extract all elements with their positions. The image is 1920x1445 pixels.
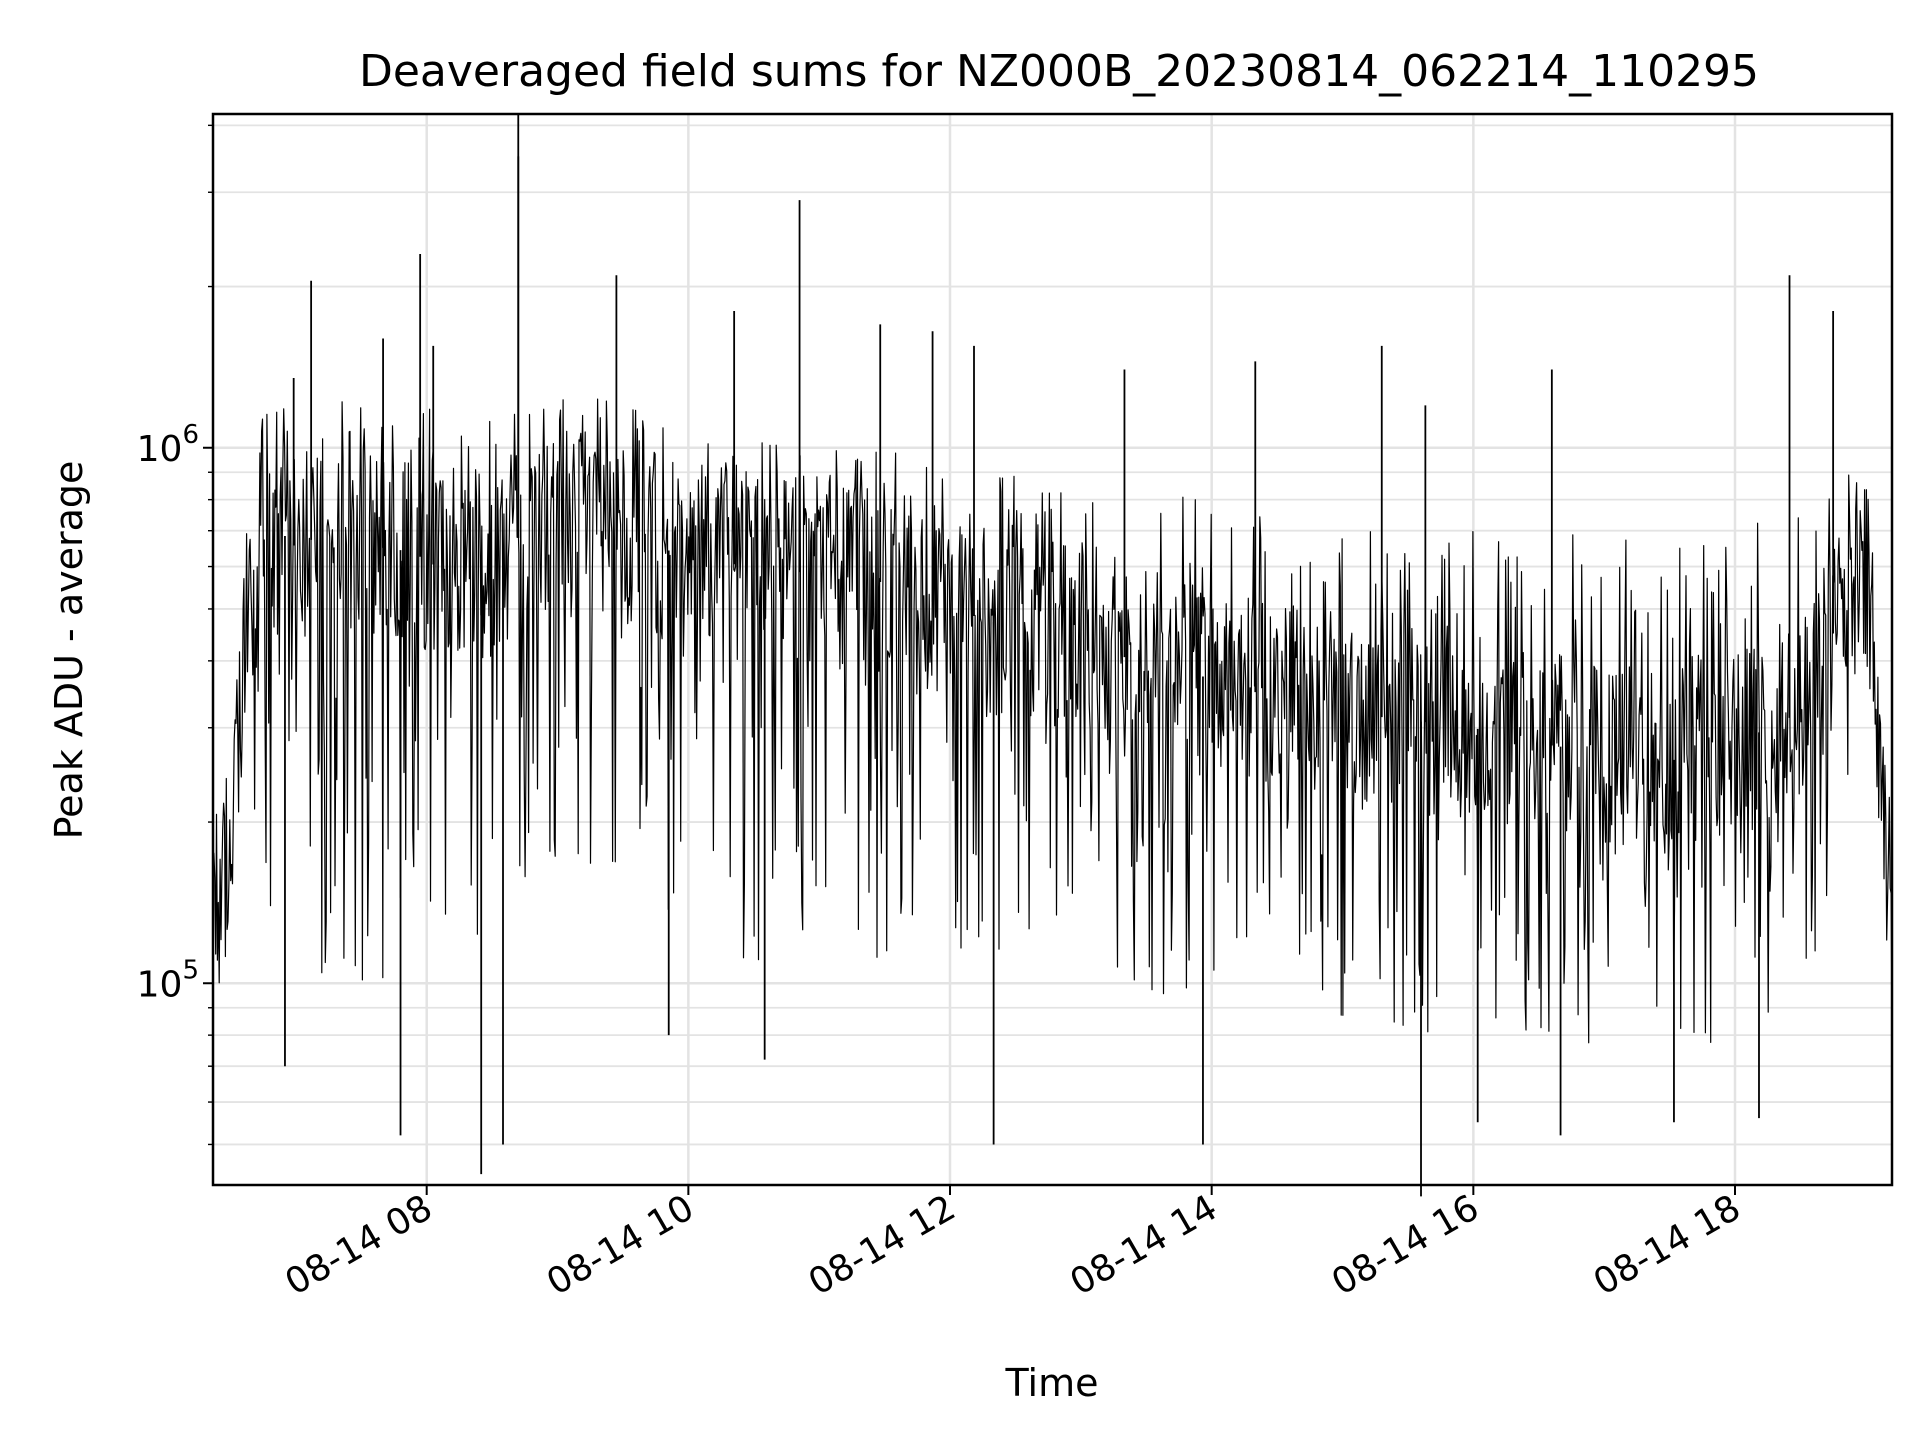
axis-ticks xyxy=(203,124,1737,1195)
series-line xyxy=(212,398,1893,1044)
y-tick-label: 105 xyxy=(137,955,199,1005)
series-line-group xyxy=(212,114,1893,1197)
plot-frame xyxy=(211,112,1894,1187)
chart-title: Deaveraged field sums for NZ000B_2023081… xyxy=(359,46,1759,97)
y-axis-label: Peak ADU - average xyxy=(47,461,91,840)
y-tick-label: 106 xyxy=(137,420,199,470)
x-axis-label: Time xyxy=(1005,1361,1099,1405)
y-tick-labels: 105 106 xyxy=(137,420,199,1006)
